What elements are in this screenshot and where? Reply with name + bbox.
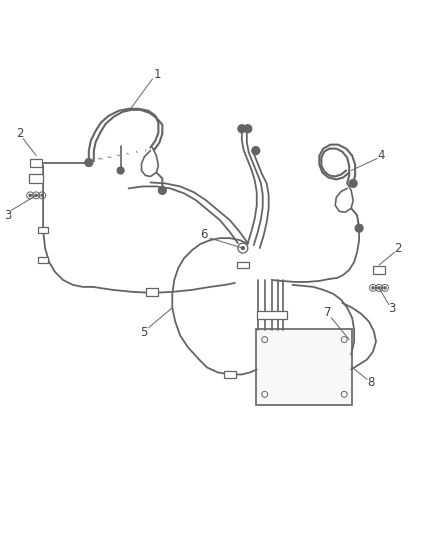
Text: 1: 1 xyxy=(154,68,161,80)
Circle shape xyxy=(41,194,43,197)
Bar xyxy=(38,227,48,233)
Text: 7: 7 xyxy=(324,306,331,319)
Bar xyxy=(224,371,236,378)
Text: 2: 2 xyxy=(394,241,402,255)
Circle shape xyxy=(252,147,260,155)
Bar xyxy=(373,266,385,274)
Circle shape xyxy=(372,287,374,289)
Circle shape xyxy=(355,224,363,232)
Bar xyxy=(146,288,159,296)
Bar xyxy=(237,262,249,269)
Bar xyxy=(257,311,286,319)
Circle shape xyxy=(117,167,124,174)
Text: 6: 6 xyxy=(200,228,208,241)
Circle shape xyxy=(238,125,246,133)
Circle shape xyxy=(159,187,166,195)
Bar xyxy=(30,158,42,166)
Bar xyxy=(38,257,48,263)
Circle shape xyxy=(85,158,93,166)
Circle shape xyxy=(378,287,380,289)
FancyBboxPatch shape xyxy=(256,329,352,405)
Circle shape xyxy=(244,125,252,133)
Circle shape xyxy=(241,247,244,249)
Text: 5: 5 xyxy=(140,326,147,339)
Text: 4: 4 xyxy=(377,149,385,162)
Circle shape xyxy=(384,287,386,289)
Text: 3: 3 xyxy=(5,209,12,222)
Text: 3: 3 xyxy=(388,302,396,316)
Circle shape xyxy=(29,194,32,197)
Text: 8: 8 xyxy=(367,376,375,389)
Bar xyxy=(29,174,43,183)
Circle shape xyxy=(349,180,357,188)
Circle shape xyxy=(35,194,37,197)
Text: 2: 2 xyxy=(17,127,24,140)
